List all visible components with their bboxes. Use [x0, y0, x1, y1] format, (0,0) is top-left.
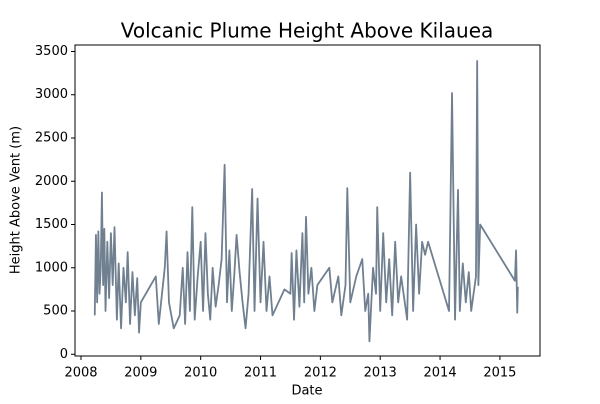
x-tick-label: 2008 — [64, 366, 97, 381]
y-axis-label: Height Above Vent (m) — [9, 126, 24, 274]
x-tick-label: 2015 — [483, 366, 516, 381]
x-axis-label: Date — [291, 384, 322, 399]
y-tick-label: 3000 — [35, 87, 68, 102]
y-tick-label: 0 — [60, 347, 68, 362]
x-tick-label: 2010 — [184, 366, 217, 381]
x-tick-label: 2011 — [244, 366, 277, 381]
plot-frame — [74, 44, 541, 357]
y-tick-label: 500 — [43, 304, 68, 319]
y-tick-label: 3500 — [35, 44, 68, 59]
data-line — [93, 60, 519, 343]
x-tick-label: 2009 — [124, 366, 157, 381]
y-tick-label: 2000 — [35, 174, 68, 189]
y-tick-label: 2500 — [35, 130, 68, 145]
x-tick-label: 2012 — [304, 366, 337, 381]
y-tick-label: 1000 — [35, 260, 68, 275]
y-tick-label: 1500 — [35, 217, 68, 232]
chart-title: Volcanic Plume Height Above Kilauea — [121, 19, 494, 43]
x-tick-label: 2014 — [424, 366, 457, 381]
x-tick-label: 2013 — [364, 366, 397, 381]
